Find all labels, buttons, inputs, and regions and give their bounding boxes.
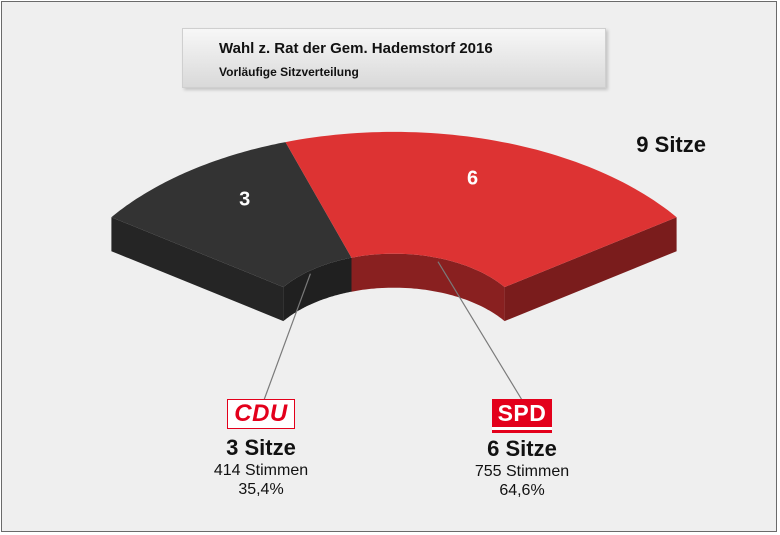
data-label-cdu: 3 — [239, 189, 250, 211]
segment-spd-top — [285, 131, 677, 288]
segment-spd-inner-wall — [351, 253, 505, 322]
party-spd-legend: SPD 6 Sitze 755 Stimmen 64,6% — [422, 399, 622, 500]
chart-subtitle: Vorläufige Sitzverteilung — [219, 65, 359, 79]
spd-seats-label: 6 Sitze — [487, 436, 557, 461]
segment-cdu-end-cap — [111, 217, 284, 322]
segment-spd-end-cap — [504, 217, 677, 322]
cdu-seats-label: 3 Sitze — [226, 435, 296, 460]
spd-logo: SPD — [491, 399, 553, 430]
total-seats-label: 9 Sitze — [636, 132, 706, 157]
data-label-spd: 6 — [467, 167, 478, 189]
title-box: Wahl z. Rat der Gem. Hademstorf 2016 Vor… — [182, 28, 606, 88]
segment-cdu-inner-wall — [283, 257, 352, 322]
chart-title: Wahl z. Rat der Gem. Hademstorf 2016 — [219, 40, 493, 57]
spd-votes-label: 755 Stimmen — [474, 463, 570, 480]
cdu-votes-label: 414 Stimmen — [213, 462, 309, 479]
segment-cdu-top — [111, 142, 352, 288]
spd-percent-label: 64,6% — [499, 482, 545, 499]
cdu-percent-label: 35,4% — [238, 481, 284, 498]
leader-line-spd — [437, 261, 523, 401]
leader-line-cdu — [263, 273, 311, 401]
cdu-logo: CDU — [227, 399, 295, 429]
party-cdu-legend: CDU 3 Sitze 414 Stimmen 35,4% — [161, 399, 361, 499]
